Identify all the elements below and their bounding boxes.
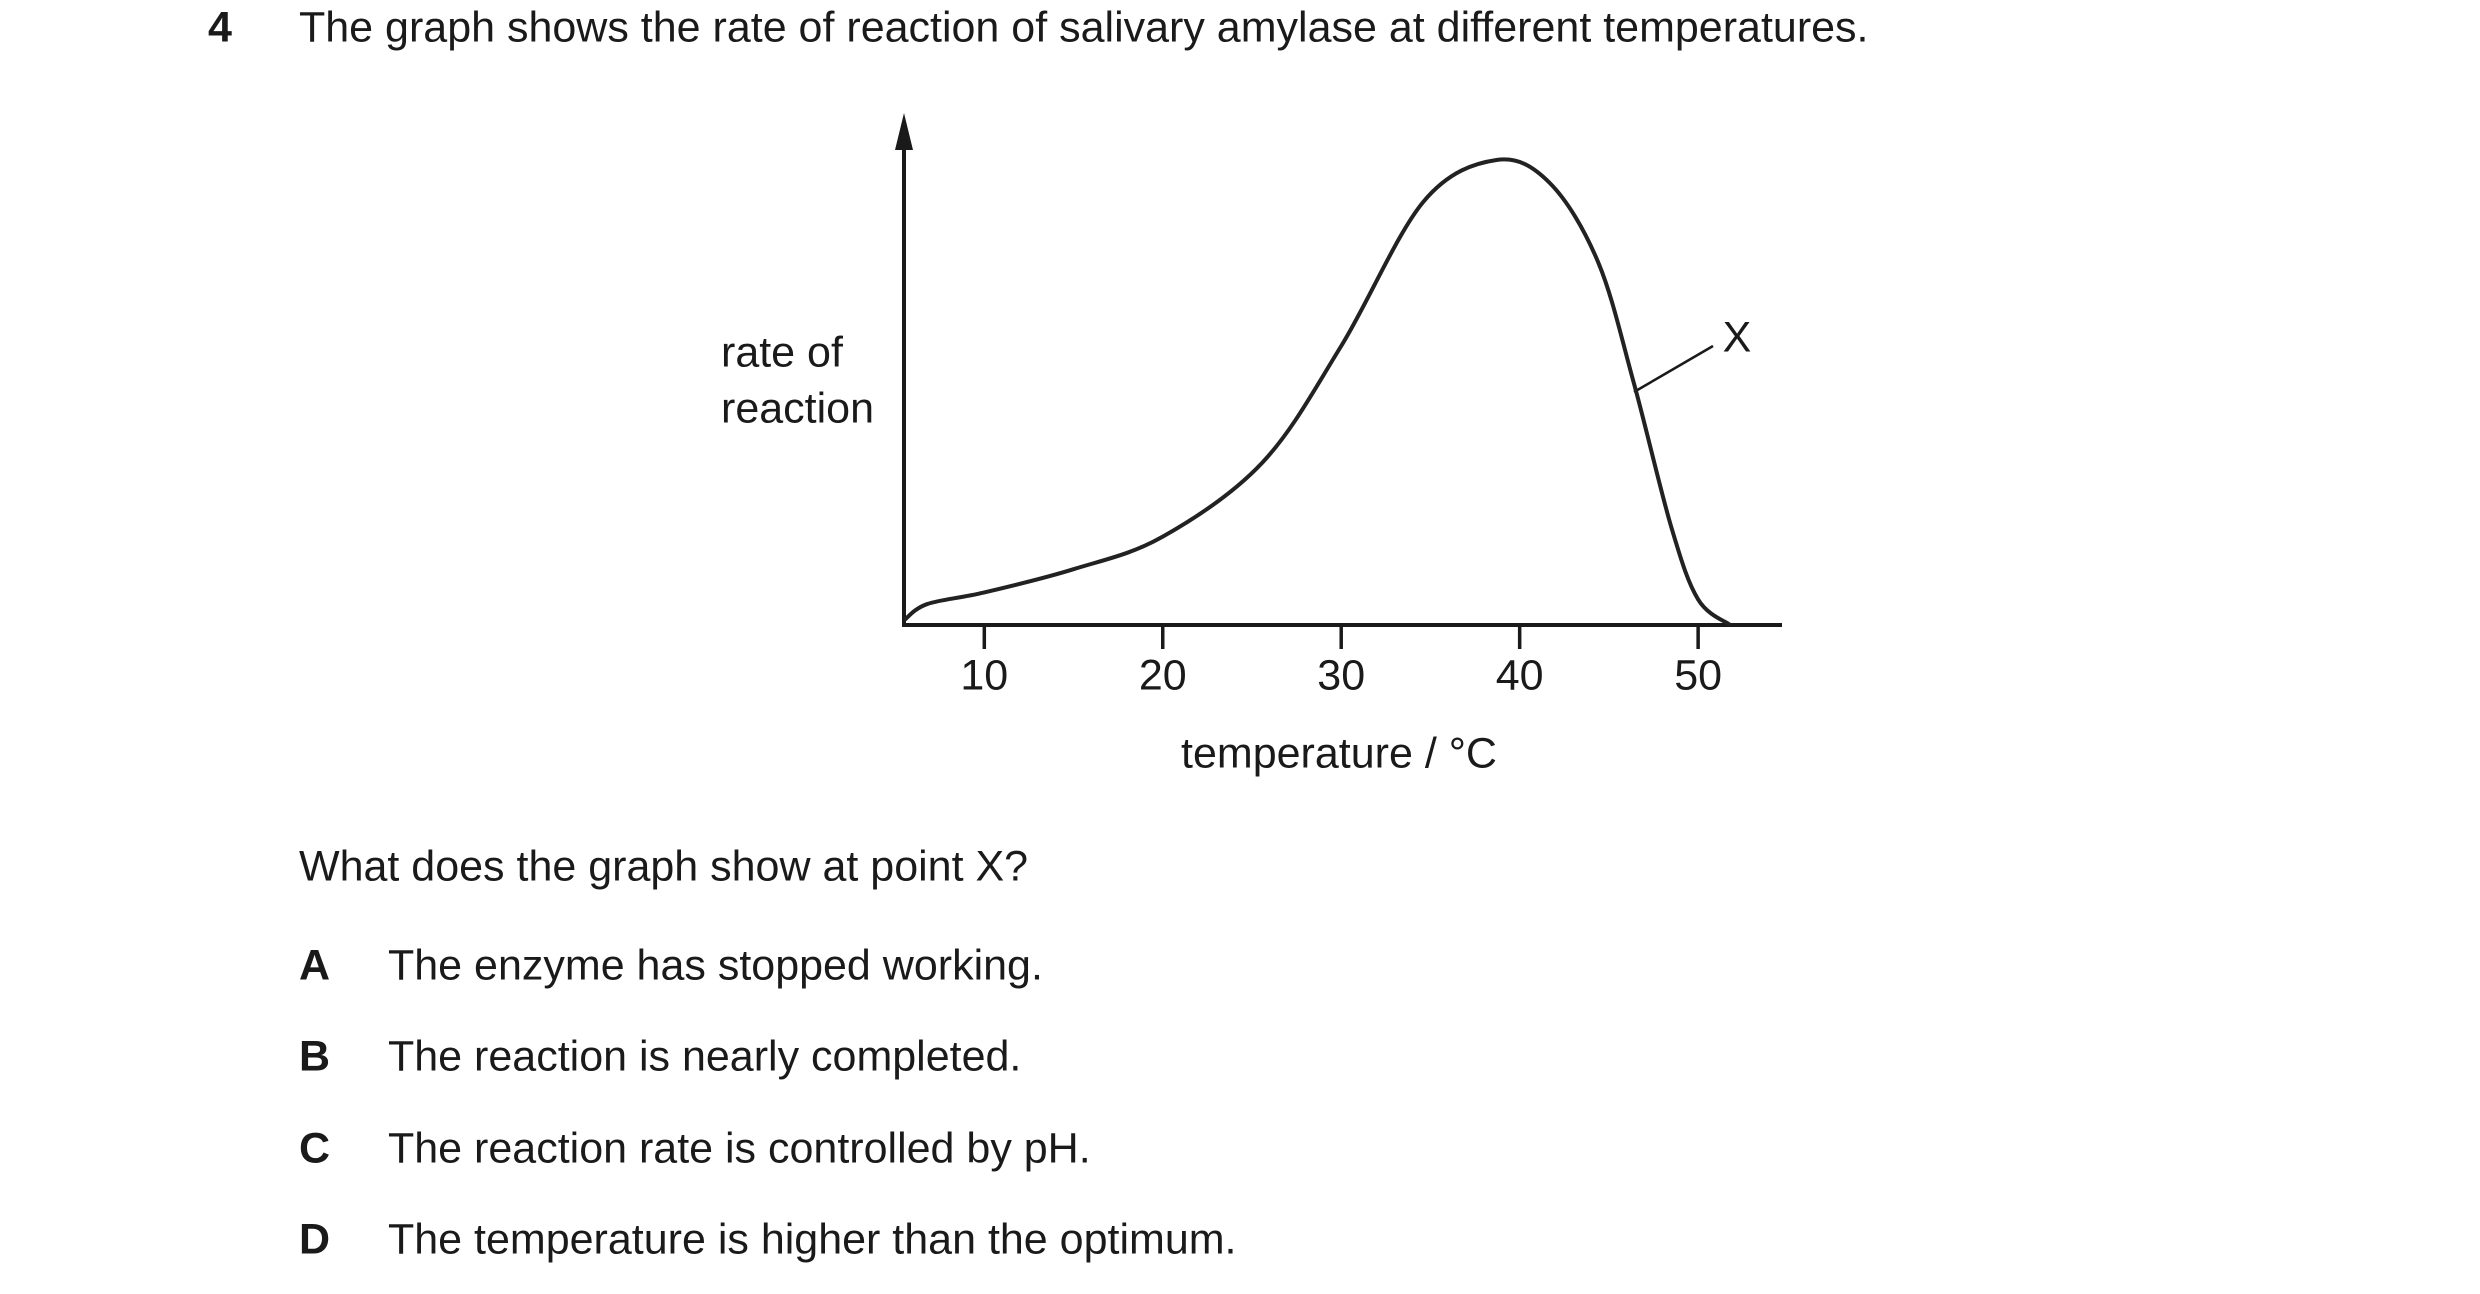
x-axis-label: temperature / °C: [1181, 729, 1497, 777]
question-number: 4: [208, 3, 232, 51]
y-axis-label: rate of: [721, 328, 844, 376]
option-letter: A: [299, 941, 330, 989]
question-stem: The graph shows the rate of reaction of …: [299, 3, 1869, 51]
option-text: The reaction rate is controlled by pH.: [388, 1124, 1091, 1172]
prompt: What does the graph show at point X?: [299, 842, 1028, 890]
x-tick-label: 20: [1139, 651, 1187, 699]
x-tick-label: 50: [1674, 651, 1722, 699]
option-text: The temperature is higher than the optim…: [388, 1215, 1237, 1263]
option-letter: C: [299, 1124, 330, 1172]
option-text: The enzyme has stopped working.: [388, 941, 1043, 989]
x-tick-label: 30: [1317, 651, 1365, 699]
option-text: The reaction is nearly completed.: [388, 1032, 1021, 1080]
curve: [902, 157, 1732, 627]
y-axis-label: reaction: [721, 384, 874, 432]
x-tick-label: 40: [1496, 651, 1544, 699]
x-tick-label: 10: [960, 651, 1008, 699]
annotation: X: [1723, 313, 1752, 361]
option-letter: B: [299, 1032, 330, 1080]
options: A The enzyme has stopped working. B The rea…: [299, 941, 1237, 1263]
y-axis-arrow: [895, 113, 913, 150]
annotation-leader: [1633, 344, 1714, 394]
option-letter: D: [299, 1215, 330, 1263]
